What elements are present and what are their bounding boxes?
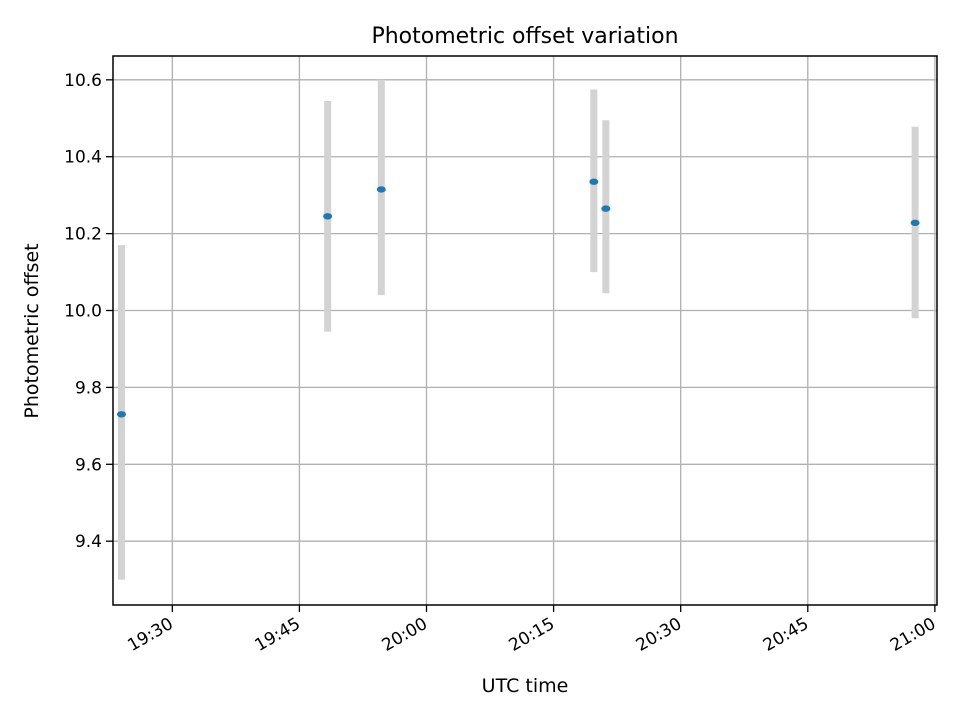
x-tick-label: 20:15 — [506, 614, 558, 656]
y-tick-label: 9.8 — [75, 378, 102, 398]
y-tick-label: 9.6 — [75, 455, 102, 475]
grid — [113, 56, 937, 605]
x-tick-label: 19:30 — [124, 614, 176, 656]
data-point — [376, 186, 386, 193]
data-points — [116, 178, 920, 418]
x-tick-label: 20:30 — [633, 614, 685, 656]
data-point — [589, 178, 599, 185]
chart-title: Photometric offset variation — [371, 24, 678, 49]
data-point — [601, 205, 611, 212]
data-point — [910, 219, 920, 227]
x-axis-label: UTC time — [482, 675, 569, 697]
data-point — [323, 213, 333, 220]
y-tick-label: 9.4 — [75, 532, 102, 552]
y-tick-label: 10.2 — [64, 225, 102, 245]
y-tick-label: 10.0 — [64, 302, 102, 322]
x-tick-label: 20:45 — [760, 614, 812, 656]
plot-frame — [112, 55, 938, 606]
y-tick-label: 10.4 — [64, 148, 102, 168]
x-tick-label: 20:00 — [379, 614, 431, 656]
x-tick-label: 21:00 — [887, 614, 939, 656]
error-bars — [117, 79, 919, 580]
x-tick-label: 19:45 — [251, 614, 303, 656]
data-point — [116, 411, 126, 418]
y-tick-label: 10.6 — [64, 71, 102, 91]
y-axis-label: Photometric offset — [21, 243, 43, 418]
